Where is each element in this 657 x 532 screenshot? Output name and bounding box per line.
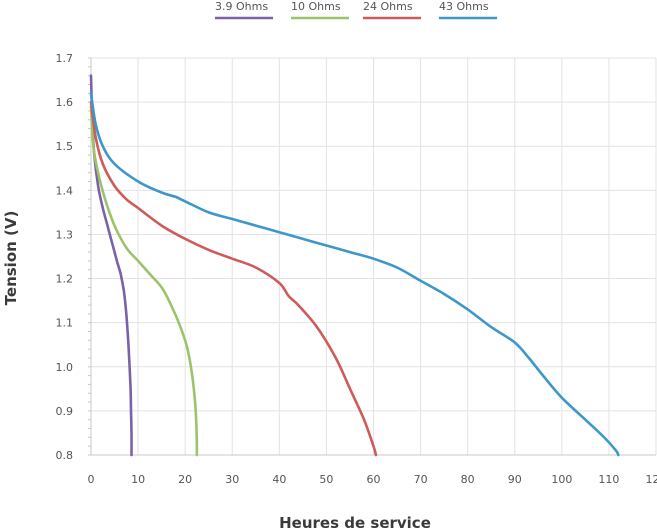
y-axis-ticks: 0.8 0.9 1.0 1.1 1.2 1.3 1.4 1.5 1.6 1.7 <box>56 52 74 462</box>
legend-label: 43 Ohms <box>439 0 489 13</box>
y-tick-label: 1.3 <box>56 228 74 241</box>
y-tick-label: 1.2 <box>56 273 74 286</box>
series-line-24-ohms <box>89 100 378 457</box>
series-line-43-ohms <box>89 92 620 457</box>
x-tick-label: 70 <box>414 473 428 486</box>
x-axis-title: Heures de service <box>279 514 431 532</box>
x-tick-label: 90 <box>508 473 522 486</box>
y-tick-label: 1.4 <box>56 184 74 197</box>
x-tick-label: 100 <box>551 473 572 486</box>
x-tick-label: 110 <box>598 473 619 486</box>
x-tick-label: 80 <box>461 473 475 486</box>
plot-grid <box>90 57 657 456</box>
x-tick-label: 120 <box>646 473 657 486</box>
y-tick-label: 1.1 <box>56 317 74 330</box>
data-series <box>89 74 620 457</box>
legend: 3.9 Ohms 10 Ohms 24 Ohms 43 Ohms <box>215 0 497 20</box>
series-line-10-ohms <box>89 105 199 457</box>
y-tick-label: 1.6 <box>56 96 74 109</box>
y-tick-label: 1.7 <box>56 52 74 65</box>
x-tick-label: 20 <box>178 473 192 486</box>
x-tick-label: 60 <box>367 473 381 486</box>
x-tick-label: 30 <box>225 473 239 486</box>
y-tick-label: 1.0 <box>56 361 74 374</box>
legend-label: 24 Ohms <box>363 0 413 13</box>
x-tick-label: 40 <box>272 473 286 486</box>
y-tick-label: 0.9 <box>56 405 74 418</box>
y-axis-title: Tension (V) <box>2 211 20 306</box>
x-tick-label: 50 <box>319 473 333 486</box>
x-tick-label: 10 <box>131 473 145 486</box>
plot-axes <box>88 57 656 456</box>
series-line-3-9-ohms <box>89 74 133 457</box>
y-tick-label: 0.8 <box>56 449 74 462</box>
x-tick-label: 0 <box>88 473 95 486</box>
y-tick-label: 1.5 <box>56 140 74 153</box>
x-axis-ticks: 0 10 20 30 40 50 60 70 80 90 100 110 120 <box>88 473 657 486</box>
legend-label: 10 Ohms <box>291 0 341 13</box>
legend-label: 3.9 Ohms <box>215 0 268 13</box>
